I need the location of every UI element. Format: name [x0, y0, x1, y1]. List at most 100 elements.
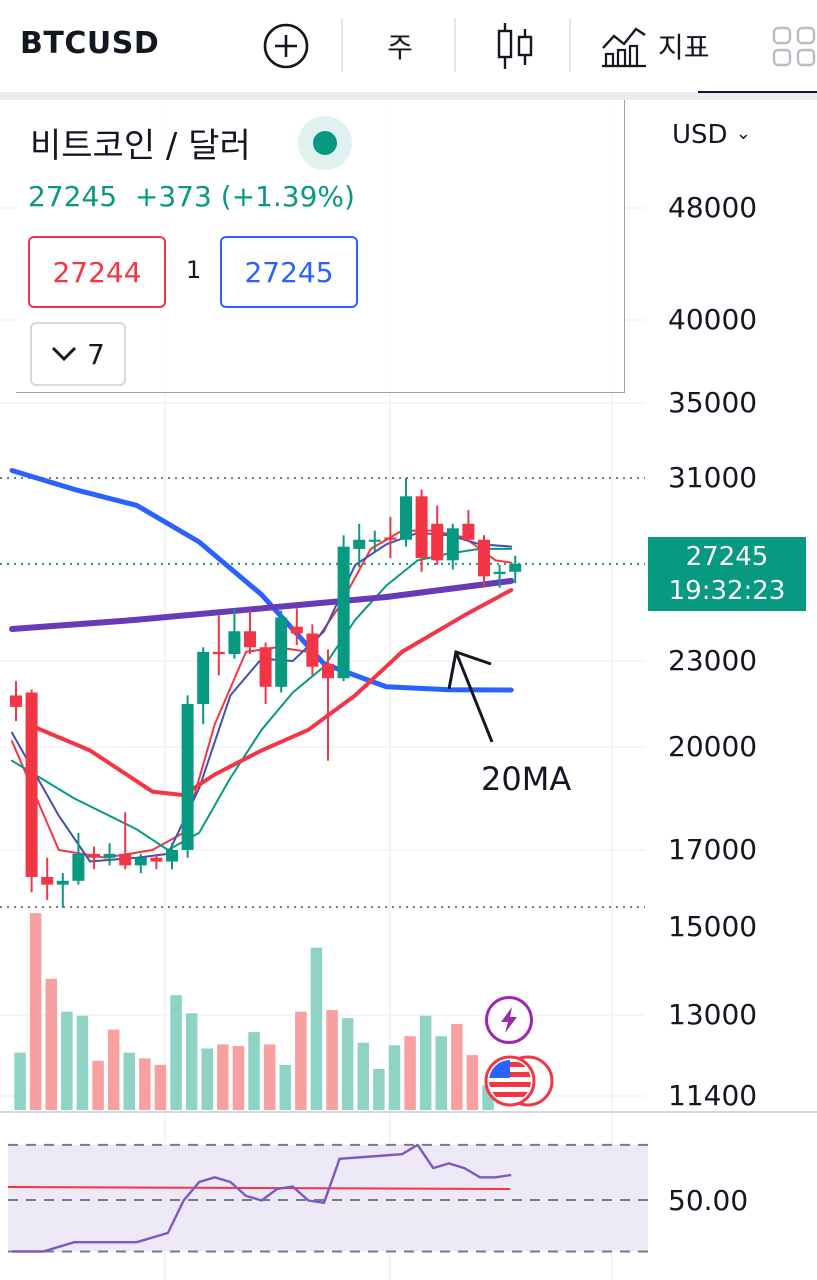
market-open-dot [313, 131, 337, 155]
candle-body [446, 528, 459, 561]
volume-bar [170, 995, 182, 1110]
candle-body [244, 631, 256, 648]
ma-annotation-label: 20MA [481, 760, 572, 798]
volume-bar [185, 1013, 198, 1110]
volume-bar [76, 1015, 89, 1110]
candle-body [400, 496, 412, 540]
lightning-icon [501, 1007, 517, 1033]
candles-icon [497, 23, 533, 69]
candle-body [41, 876, 54, 885]
legend-title: 비트코인 / 달러 [30, 126, 251, 166]
candle-body [10, 695, 22, 707]
candle-body [368, 539, 381, 542]
rsi-pane [7, 1143, 648, 1253]
candle-body [415, 496, 428, 559]
candle-body [478, 539, 490, 577]
layout-button[interactable] [770, 18, 817, 74]
candle-body [119, 853, 132, 866]
ma-fast-blue-line [11, 531, 513, 863]
price-axis-tick: 17000 [668, 833, 758, 866]
grid-layout-icon [772, 26, 816, 67]
candle-body [72, 853, 85, 881]
add-symbol-button[interactable] [258, 18, 314, 74]
chart-type-button[interactable] [487, 18, 543, 74]
candle-body [150, 857, 163, 862]
volume-bar [154, 1064, 167, 1110]
volume-bar [326, 1009, 338, 1110]
volume-bar [123, 1052, 135, 1110]
volume-bar [419, 1015, 432, 1110]
currency-label: USD [672, 120, 728, 150]
rsi-band [8, 1144, 648, 1252]
flash-badge[interactable] [485, 996, 533, 1044]
toolbar-divider [341, 18, 343, 72]
legend-change: +373 [134, 180, 212, 213]
candle-body [509, 563, 522, 572]
candle-body [337, 546, 350, 679]
candle-body [290, 626, 303, 634]
pane-separator[interactable] [0, 1111, 817, 1113]
volume-bar [217, 1044, 229, 1110]
price-chart[interactable] [0, 100, 817, 1280]
indicators-icon [602, 27, 646, 68]
interval-button[interactable]: 주 [387, 31, 413, 64]
candle-body [228, 631, 241, 655]
symbol-legend: 비트코인 / 달러 27245 +373 (+1.39%) 27244 1 27… [16, 100, 625, 393]
us-flag-icon [484, 1055, 554, 1107]
volume-bar [435, 1036, 447, 1110]
legend-last: 27245 [28, 180, 118, 213]
ma-purple-line [9, 577, 515, 632]
volume-bar [45, 978, 57, 1110]
market-status-indicator[interactable] [298, 116, 352, 170]
volume-bar [310, 947, 323, 1110]
price-axis-tick: 35000 [668, 386, 758, 419]
us-event-badge[interactable] [484, 1054, 554, 1108]
ma-long-blue-line [9, 468, 514, 693]
last-price-tag: 27245 19:32:23 [648, 537, 806, 611]
price-axis-tick: 48000 [668, 191, 758, 224]
toolbar-gap [0, 92, 817, 100]
candle-body [322, 663, 334, 679]
toolbar-divider [569, 18, 571, 72]
volume-bar [295, 1011, 307, 1110]
legend-change-pct: (+1.39%) [220, 180, 355, 213]
toolbar-divider [454, 18, 456, 72]
price-axis-tick: 31000 [668, 461, 758, 494]
volume-bar [404, 1036, 416, 1110]
candle-body [384, 537, 397, 540]
plus-circle-icon [263, 23, 309, 69]
candle-body [103, 853, 116, 858]
last-price: 27245 [685, 542, 769, 572]
spread-label: 1 [186, 256, 202, 284]
volume-bar [357, 1042, 369, 1110]
buy-button[interactable]: 27245 [220, 236, 358, 308]
candle-body [166, 850, 178, 862]
volume-bar [232, 1046, 245, 1110]
sell-button[interactable]: 27244 [28, 236, 166, 308]
rsi-signal-line [7, 1186, 511, 1190]
candle-body [353, 539, 366, 549]
candle-body [88, 853, 100, 858]
indicators-button[interactable]: 지표 [600, 18, 730, 74]
candle-body [431, 523, 444, 561]
volume-bar [14, 1052, 26, 1110]
price-axis-tick: 11400 [668, 1079, 758, 1112]
currency-selector[interactable]: USD ⌄ [672, 120, 751, 150]
chevron-down-icon [52, 346, 77, 362]
legend-price-line: 27245 +373 (+1.39%) [28, 180, 355, 213]
annotation-arrow-head [447, 650, 492, 690]
annotation-arrow-shaft [454, 651, 494, 743]
volume-bar [107, 1029, 120, 1110]
candle-body [181, 704, 194, 850]
candle-body [134, 857, 147, 866]
price-axis-tick: 23000 [668, 644, 758, 677]
volume-bar [139, 1058, 151, 1110]
volume-bar [373, 1069, 385, 1110]
volume-bar [482, 1085, 494, 1110]
candle-body [306, 633, 319, 667]
ma-20-red-line [25, 588, 514, 798]
symbol-button[interactable]: BTCUSD [20, 26, 160, 61]
bar-countdown: 19:32:23 [668, 576, 786, 606]
indicators-collapse-button[interactable]: 7 [30, 322, 126, 386]
rsi-line [12, 1143, 512, 1253]
